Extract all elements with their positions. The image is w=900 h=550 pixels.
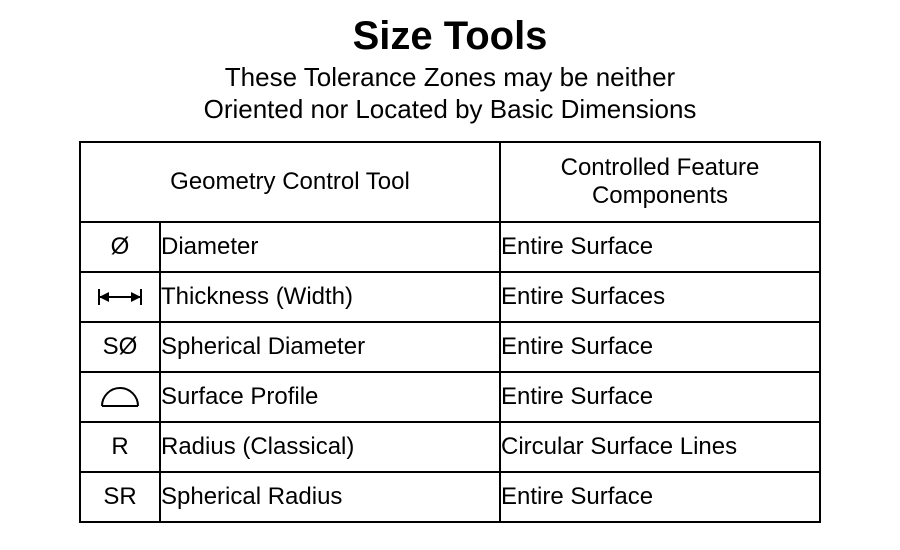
tool-name: Diameter [160, 222, 500, 272]
table-row: SR Spherical Radius Entire Surface [80, 472, 820, 522]
table-header-row: Geometry Control Tool Controlled Feature… [80, 142, 820, 222]
table-row: Surface Profile Entire Surface [80, 372, 820, 422]
feature-cell: Entire Surface [500, 222, 820, 272]
size-tools-table: Geometry Control Tool Controlled Feature… [79, 141, 821, 523]
table-row: R Radius (Classical) Circular Surface Li… [80, 422, 820, 472]
header-feature-line-1: Controlled Feature [561, 154, 760, 181]
page-title: Size Tools [0, 14, 900, 58]
symbol-cell: Ø [80, 222, 160, 272]
page: Size Tools These Tolerance Zones may be … [0, 0, 900, 550]
page-subtitle: These Tolerance Zones may be neither Ori… [0, 62, 900, 125]
spherical-radius-symbol-icon: SR [103, 483, 136, 510]
surface-profile-symbol-icon [96, 384, 144, 410]
tool-name: Surface Profile [160, 372, 500, 422]
symbol-cell: SØ [80, 322, 160, 372]
tool-name: Thickness (Width) [160, 272, 500, 322]
header-geometry-control-tool: Geometry Control Tool [80, 142, 500, 222]
table-row: Thickness (Width) Entire Surfaces [80, 272, 820, 322]
subtitle-line-2: Oriented nor Located by Basic Dimensions [204, 94, 697, 124]
table-row: SØ Spherical Diameter Entire Surface [80, 322, 820, 372]
thickness-symbol-icon [93, 285, 147, 309]
tool-name: Spherical Radius [160, 472, 500, 522]
symbol-cell: SR [80, 472, 160, 522]
table-row: Ø Diameter Entire Surface [80, 222, 820, 272]
feature-cell: Entire Surfaces [500, 272, 820, 322]
header-controlled-feature: Controlled Feature Components [500, 142, 820, 222]
spherical-diameter-symbol-icon: SØ [103, 333, 138, 360]
subtitle-line-1: These Tolerance Zones may be neither [225, 62, 675, 92]
feature-cell: Entire Surface [500, 372, 820, 422]
radius-symbol-icon: R [111, 433, 128, 460]
feature-cell: Entire Surface [500, 322, 820, 372]
tool-name: Radius (Classical) [160, 422, 500, 472]
feature-cell: Entire Surface [500, 472, 820, 522]
diameter-symbol-icon: Ø [111, 233, 130, 260]
header-feature-line-2: Components [592, 182, 728, 209]
symbol-cell: R [80, 422, 160, 472]
symbol-cell [80, 372, 160, 422]
symbol-cell [80, 272, 160, 322]
tool-name: Spherical Diameter [160, 322, 500, 372]
feature-cell: Circular Surface Lines [500, 422, 820, 472]
